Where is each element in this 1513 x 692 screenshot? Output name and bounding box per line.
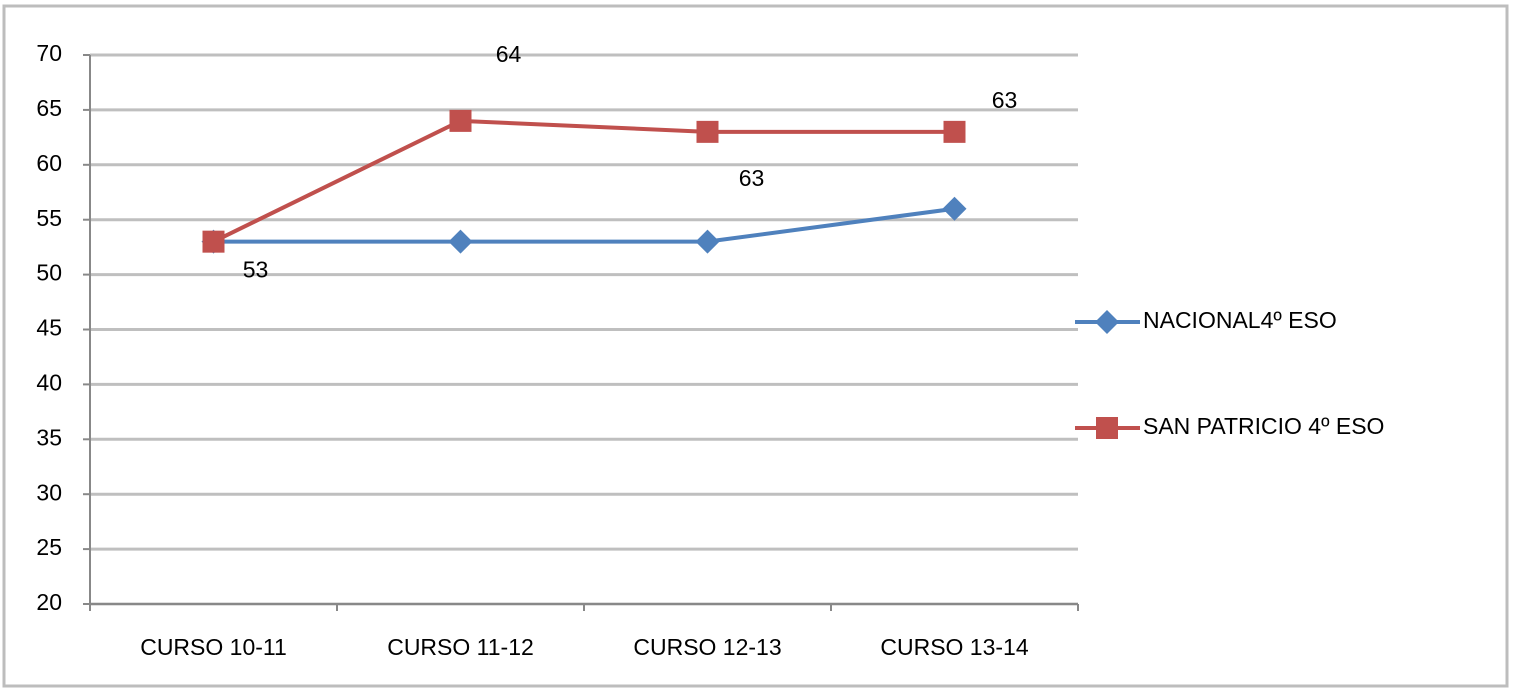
y-tick-label: 55: [36, 205, 62, 231]
y-tick-label: 65: [36, 95, 62, 121]
y-tick-label: 50: [36, 260, 62, 286]
series-line: [212, 118, 955, 244]
legend-marker: [1096, 417, 1118, 439]
y-tick-label: 30: [36, 479, 62, 505]
data-label: 63: [739, 165, 765, 191]
point-marker: [202, 230, 225, 253]
y-tick-label: 40: [36, 369, 62, 395]
data-label: 63: [992, 87, 1018, 113]
y-tick-label: 70: [36, 40, 62, 66]
x-tick-label: CURSO 10-11: [140, 634, 287, 660]
y-tick-label: 25: [36, 534, 62, 560]
chart-frame: [2, 4, 1509, 688]
x-tick-label: CURSO 12-13: [633, 634, 781, 660]
point-marker: [943, 120, 966, 143]
point-marker: [449, 109, 472, 132]
data-label: 53: [243, 257, 269, 283]
legend-label: NACIONAL4º ESO: [1143, 307, 1337, 333]
legend-marker: [1095, 310, 1119, 334]
x-tick-label: CURSO 11-12: [387, 634, 534, 660]
legend-label: SAN PATRICIO 4º ESO: [1143, 413, 1384, 439]
point-marker: [942, 196, 967, 221]
y-tick-label: 60: [36, 150, 62, 176]
data-label: 64: [496, 41, 522, 67]
point-marker: [695, 229, 720, 254]
point-marker: [448, 229, 473, 254]
y-tick-label: 20: [36, 589, 62, 615]
series-line: [213, 206, 955, 244]
y-tick-label: 35: [36, 424, 62, 450]
point-marker: [696, 120, 719, 143]
y-tick-label: 45: [36, 315, 62, 341]
x-tick-label: CURSO 13-14: [880, 634, 1028, 660]
